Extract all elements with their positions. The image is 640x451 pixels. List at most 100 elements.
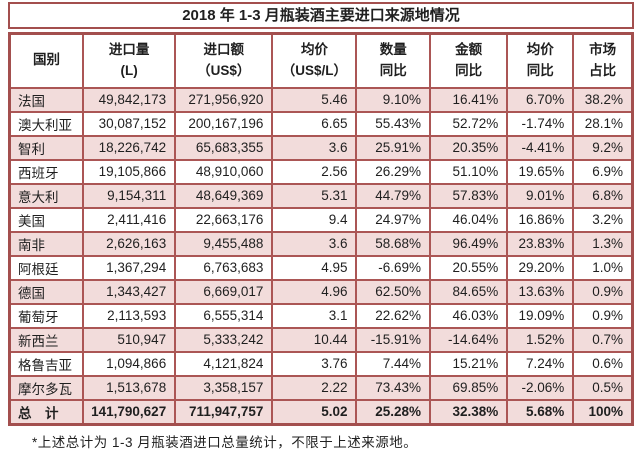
table-row-1: 澳大利亚 30,087,152 200,167,196 6.65 55.43% 52.72…	[8, 110, 634, 137]
cell-avg_price: 10.44	[271, 326, 358, 353]
cell-value: 48,910,060	[174, 158, 274, 185]
cell-volume: 49,842,173	[81, 86, 177, 113]
cell-price_yoy: 13.63%	[506, 278, 575, 305]
cell-value_yoy: 46.04%	[428, 206, 509, 233]
cell-volume: 1,343,427	[81, 278, 177, 305]
table-row-7: 阿根廷 1,367,294 6,763,683 4.95 -6.69% 20.55% 29.…	[8, 254, 634, 281]
cell-volume_yoy: 44.79%	[355, 182, 431, 209]
cell-value_yoy: 84.65%	[428, 278, 509, 305]
cell-value: 22,663,176	[174, 206, 274, 233]
cell-country: 澳大利亚	[8, 110, 84, 137]
cell-market_share: 6.9%	[572, 158, 634, 185]
cell-value: 6,669,017	[174, 278, 274, 305]
column-header-value_yoy: 金额 同比	[428, 32, 509, 89]
column-header-price_yoy: 均价 同比	[506, 32, 575, 89]
cell-volume_yoy: 58.68%	[355, 230, 431, 257]
table-row-2: 智利 18,226,742 65,683,355 3.6 25.91% 20.35% -4.…	[8, 134, 634, 161]
cell-avg_price: 4.95	[271, 254, 358, 281]
cell-value: 711,947,757	[174, 398, 274, 426]
cell-price_yoy: 9.01%	[506, 182, 575, 209]
cell-value_yoy: 15.21%	[428, 350, 509, 377]
table-row-6: 南非 2,626,163 9,455,488 3.6 58.68% 96.49% 23.83…	[8, 230, 634, 257]
cell-avg_price: 3.76	[271, 350, 358, 377]
import-source-table: 国别 进口量 (L) 进口额 （US$） 均价 （US$/L） 数量 同比 金额 同比 均价 同比 市场占…	[8, 32, 634, 426]
cell-value: 5,333,242	[174, 326, 274, 353]
cell-volume_yoy: 73.43%	[355, 374, 431, 401]
cell-value_yoy: 51.10%	[428, 158, 509, 185]
cell-value_yoy: 46.03%	[428, 302, 509, 329]
cell-volume: 1,367,294	[81, 254, 177, 281]
cell-market_share: 3.2%	[572, 206, 634, 233]
cell-volume_yoy: 62.50%	[355, 278, 431, 305]
cell-avg_price: 2.22	[271, 374, 358, 401]
cell-country: 美国	[8, 206, 84, 233]
cell-volume: 9,154,311	[81, 182, 177, 209]
cell-avg_price: 5.31	[271, 182, 358, 209]
cell-value_yoy: 69.85%	[428, 374, 509, 401]
cell-volume: 18,226,742	[81, 134, 177, 161]
table-title: 2018 年 1-3 月瓶装酒主要进口来源地情况	[8, 2, 634, 29]
header-row: 国别 进口量 (L) 进口额 （US$） 均价 （US$/L） 数量 同比 金额 同比 均价 同比 市场占…	[8, 32, 634, 89]
cell-country: 智利	[8, 134, 84, 161]
cell-value: 65,683,355	[174, 134, 274, 161]
cell-volume_yoy: 55.43%	[355, 110, 431, 137]
cell-country: 格鲁吉亚	[8, 350, 84, 377]
cell-price_yoy: -1.74%	[506, 110, 575, 137]
cell-country: 新西兰	[8, 326, 84, 353]
cell-price_yoy: 7.24%	[506, 350, 575, 377]
cell-volume_yoy: 24.97%	[355, 206, 431, 233]
cell-volume: 510,947	[81, 326, 177, 353]
cell-market_share: 0.9%	[572, 302, 634, 329]
cell-value: 48,649,369	[174, 182, 274, 209]
cell-volume: 2,626,163	[81, 230, 177, 257]
cell-avg_price: 3.6	[271, 134, 358, 161]
cell-avg_price: 4.96	[271, 278, 358, 305]
cell-value: 6,763,683	[174, 254, 274, 281]
cell-country: 总 计	[8, 398, 84, 426]
cell-value: 6,555,314	[174, 302, 274, 329]
import-table-panel: 2018 年 1-3 月瓶装酒主要进口来源地情况 国别 进口量 (L) 进口额 （US$…	[8, 2, 634, 451]
table-row-10: 新西兰 510,947 5,333,242 10.44 -15.91% -14.64% 1.…	[8, 326, 634, 353]
table-row-9: 葡萄牙 2,113,593 6,555,314 3.1 22.62% 46.03% 19.0…	[8, 302, 634, 329]
cell-value_yoy: 32.38%	[428, 398, 509, 426]
cell-volume: 2,411,416	[81, 206, 177, 233]
cell-country: 摩尔多瓦	[8, 374, 84, 401]
cell-market_share: 6.8%	[572, 182, 634, 209]
cell-value_yoy: 20.55%	[428, 254, 509, 281]
cell-volume: 141,790,627	[81, 398, 177, 426]
cell-volume_yoy: -6.69%	[355, 254, 431, 281]
table-row-4: 意大利 9,154,311 48,649,369 5.31 44.79% 57.83% 9.…	[8, 182, 634, 209]
cell-market_share: 1.0%	[572, 254, 634, 281]
cell-country: 葡萄牙	[8, 302, 84, 329]
cell-market_share: 38.2%	[572, 86, 634, 113]
cell-country: 法国	[8, 86, 84, 113]
cell-price_yoy: 16.86%	[506, 206, 575, 233]
cell-value_yoy: 96.49%	[428, 230, 509, 257]
cell-market_share: 0.6%	[572, 350, 634, 377]
cell-volume_yoy: -15.91%	[355, 326, 431, 353]
column-header-country: 国别	[8, 32, 84, 89]
cell-volume_yoy: 25.28%	[355, 398, 431, 426]
cell-avg_price: 9.4	[271, 206, 358, 233]
table-row-5: 美国 2,411,416 22,663,176 9.4 24.97% 46.04% 16.8…	[8, 206, 634, 233]
footnote: *上述总计为 1-3 月瓶装酒进口总量统计，不限于上述来源地。	[32, 434, 418, 450]
cell-price_yoy: 23.83%	[506, 230, 575, 257]
cell-volume: 1,513,678	[81, 374, 177, 401]
cell-price_yoy: 6.70%	[506, 86, 575, 113]
table-title-text: 2018 年 1-3 月瓶装酒主要进口来源地情况	[182, 7, 460, 24]
cell-value: 271,956,920	[174, 86, 274, 113]
cell-country: 阿根廷	[8, 254, 84, 281]
cell-value_yoy: 20.35%	[428, 134, 509, 161]
cell-value: 4,121,824	[174, 350, 274, 377]
column-header-avg_price: 均价 （US$/L）	[271, 32, 358, 89]
cell-country: 德国	[8, 278, 84, 305]
cell-market_share: 1.3%	[572, 230, 634, 257]
column-header-volume: 进口量 (L)	[81, 32, 177, 89]
cell-volume: 2,113,593	[81, 302, 177, 329]
cell-price_yoy: 29.20%	[506, 254, 575, 281]
cell-market_share: 0.7%	[572, 326, 634, 353]
cell-market_share: 0.9%	[572, 278, 634, 305]
cell-market_share: 100%	[572, 398, 634, 426]
cell-price_yoy: 19.65%	[506, 158, 575, 185]
cell-avg_price: 5.02	[271, 398, 358, 426]
